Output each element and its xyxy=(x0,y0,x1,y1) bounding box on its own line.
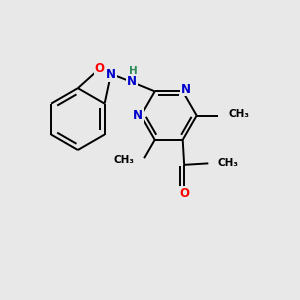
Text: O: O xyxy=(179,187,189,200)
Text: CH₃: CH₃ xyxy=(218,158,239,168)
Text: N: N xyxy=(106,68,116,81)
Text: O: O xyxy=(95,62,105,75)
Text: H: H xyxy=(129,66,138,76)
Text: CH₃: CH₃ xyxy=(113,155,134,165)
Text: CH₃: CH₃ xyxy=(228,109,249,119)
Text: N: N xyxy=(133,109,143,122)
Text: N: N xyxy=(127,75,137,88)
Text: N: N xyxy=(181,82,190,95)
